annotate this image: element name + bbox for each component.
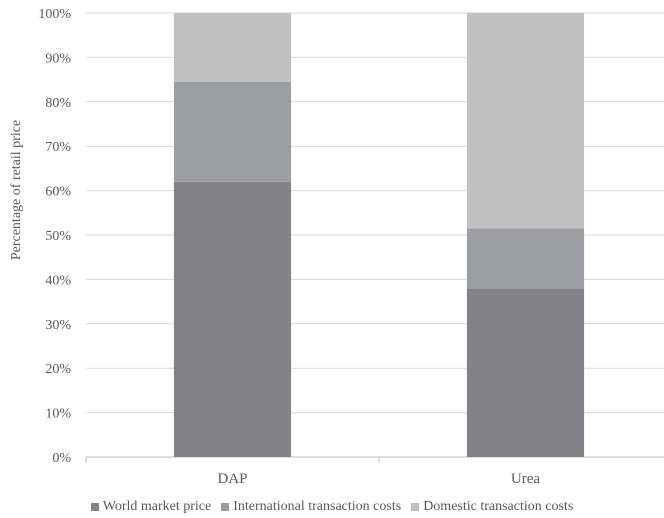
x-tick-labels: DAP Urea [217, 471, 540, 487]
y-tick-label: 30% [45, 318, 71, 333]
bar-segment [466, 13, 585, 229]
bar-segment [173, 81, 292, 182]
legend-label: World market price [102, 499, 212, 514]
legend-item: International transaction costs [221, 499, 401, 515]
legend-swatch [90, 503, 99, 511]
legend-label: Domestic transaction costs [423, 499, 574, 514]
bars [173, 13, 585, 457]
legend: World market price International transact… [0, 497, 664, 517]
y-tick-label: 0% [52, 451, 71, 466]
y-tick-label: 60% [45, 185, 71, 200]
y-tick-label: 40% [45, 273, 71, 288]
y-tick-label: 20% [45, 362, 71, 377]
x-tick-label: DAP [217, 471, 247, 487]
bar-segment [466, 228, 585, 289]
y-tick-labels: 0% 10% 20% 30% 40% 50% 60% 70% 80% 90% 100% [38, 7, 71, 466]
y-tick-label: 10% [45, 407, 71, 422]
legend-label: International transaction costs [233, 499, 402, 514]
stacked-bar-chart: 0% 10% 20% 30% 40% 50% 60% 70% 80% 90% 100% DAP Ure… [9, 7, 664, 487]
legend-swatch [411, 503, 420, 511]
y-tick-label: 90% [45, 51, 71, 66]
bar-segment [466, 288, 585, 457]
legend-item: Domestic transaction costs [411, 499, 573, 515]
y-tick-label: 100% [38, 7, 71, 22]
y-axis-label: Percentage of retail price [9, 120, 24, 260]
bar-segment [173, 181, 292, 457]
legend-item: World market price [90, 499, 212, 515]
legend-swatch [221, 503, 230, 511]
bar-segment [173, 13, 292, 82]
y-tick-label: 50% [45, 229, 71, 244]
y-tick-label: 70% [45, 140, 71, 155]
x-tick-label: Urea [511, 471, 540, 487]
y-tick-label: 80% [45, 96, 71, 111]
